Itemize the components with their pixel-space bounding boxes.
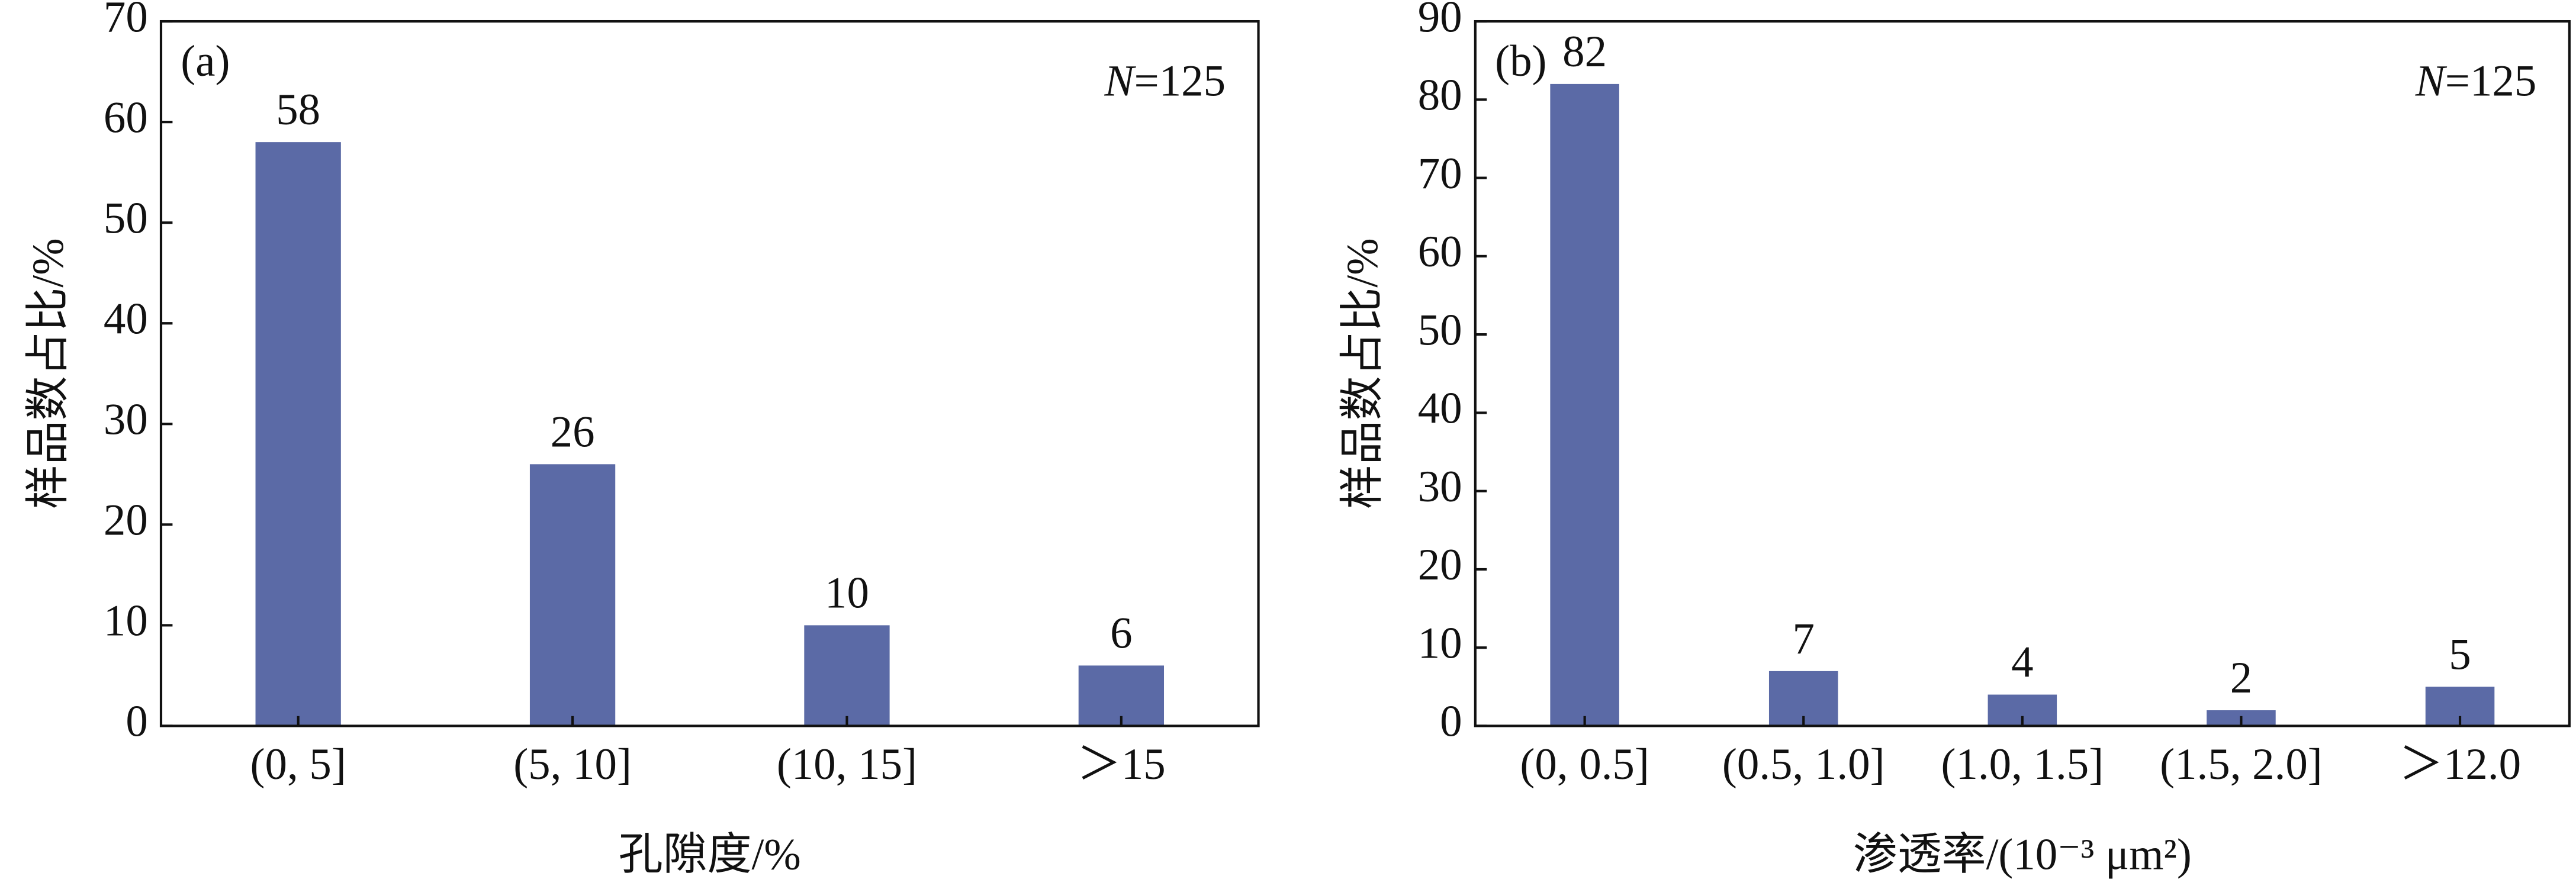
x-tick-label: (1.0, 1.5] [1941, 740, 2104, 789]
bar [529, 464, 616, 726]
value-label: 7 [1793, 614, 1815, 663]
value-label: 26 [551, 407, 595, 456]
y-tick-label: 20 [1418, 540, 1462, 590]
x-tick-label: (5, 10] [513, 740, 632, 789]
annotation-text: =125 [1134, 56, 1226, 105]
annotation: N=125 [1104, 56, 1226, 105]
y-tick-label: 20 [104, 496, 148, 545]
annotation-italic: N [2415, 56, 2448, 105]
x-tick-label: ＞12.0 [2399, 740, 2521, 789]
panel-label: (b) [1495, 37, 1546, 86]
plot-frame [1474, 20, 2571, 727]
plot-frame [159, 20, 1260, 727]
value-label: 82 [1562, 27, 1607, 76]
panel-label: (a) [181, 37, 230, 86]
value-label: 4 [2011, 638, 2033, 687]
x-axis-label: 渗透率/(10⁻³ μm²) [1853, 830, 2192, 879]
bar [255, 142, 341, 726]
y-axis-label: 样品数占比/% [1338, 238, 1387, 509]
y-tick-label: 10 [1418, 619, 1462, 668]
bar [804, 625, 890, 726]
y-tick-label: 40 [1418, 384, 1462, 433]
value-label: 5 [2449, 630, 2471, 679]
y-tick-label: 70 [1418, 149, 1462, 198]
annotation-text: =125 [2445, 56, 2537, 105]
y-tick-label: 50 [104, 194, 148, 243]
value-label: 10 [825, 568, 869, 617]
y-tick-label: 90 [1418, 0, 1462, 41]
value-label: 58 [276, 85, 320, 134]
y-axis-label: 样品数占比/% [24, 238, 73, 509]
x-tick-label: (0.5, 1.0] [1722, 740, 1885, 789]
bar [1550, 83, 1619, 726]
annotation-italic: N [1104, 56, 1136, 105]
y-tick-label: 30 [1418, 462, 1462, 511]
y-tick-label: 40 [104, 294, 148, 343]
x-tick-label: (10, 15] [777, 740, 917, 789]
x-axis-label: 孔隙度/% [619, 830, 801, 879]
x-tick-label: (0, 0.5] [1520, 740, 1649, 789]
bar [1078, 665, 1165, 726]
annotation: N=125 [2415, 56, 2537, 105]
y-tick-label: 0 [126, 697, 147, 746]
y-tick-label: 70 [104, 0, 148, 41]
x-tick-label: (1.5, 2.0] [2160, 740, 2323, 789]
y-tick-label: 10 [104, 597, 148, 646]
y-tick-label: 60 [104, 93, 148, 142]
y-tick-label: 50 [1418, 305, 1462, 355]
x-tick-label: ＞15 [1077, 740, 1166, 789]
y-tick-label: 60 [1418, 227, 1462, 276]
value-label: 6 [1110, 608, 1132, 658]
y-tick-label: 30 [104, 395, 148, 444]
x-tick-label: (0, 5] [250, 740, 346, 789]
y-tick-label: 80 [1418, 71, 1462, 120]
value-label: 2 [2230, 653, 2252, 703]
y-tick-label: 0 [1440, 697, 1462, 746]
